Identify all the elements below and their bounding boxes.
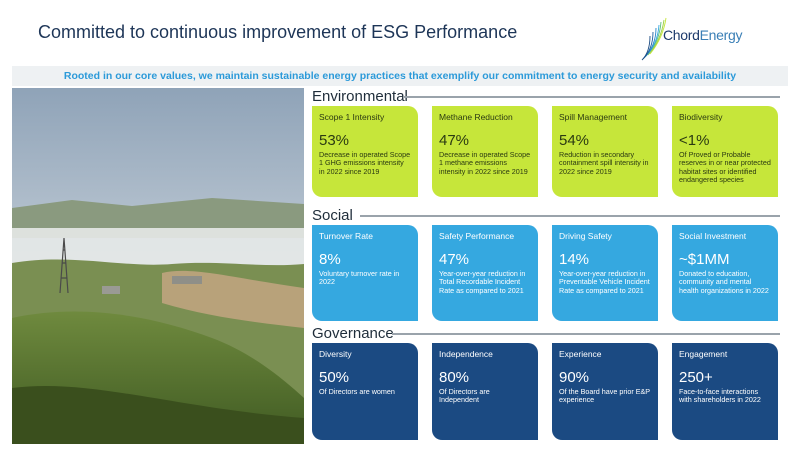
logo-wordmark: ChordEnergy — [663, 27, 743, 43]
card-title: Engagement — [679, 349, 728, 359]
card-description: Of Proved or Probable reserves in or nea… — [679, 150, 771, 185]
logo-text-bold: Chord — [663, 27, 700, 43]
environmental-divider — [404, 96, 780, 98]
logo-text-light: Energy — [699, 27, 743, 43]
card-description: Of Directors are Independent — [439, 387, 490, 405]
card-driving-safety: Driving Safety 14% Year-over-year reduct… — [552, 225, 658, 321]
card-value: 50% — [319, 369, 350, 386]
card-description: Decrease in operated Scope 1 GHG emissio… — [319, 150, 411, 176]
governance-divider — [392, 333, 780, 335]
card-title: Scope 1 Intensity — [319, 112, 385, 122]
card-title: Independence — [439, 349, 493, 359]
card-value: 80% — [439, 369, 470, 386]
card-description: Year-over-year reduction in Total Record… — [439, 269, 526, 295]
card-title: Diversity — [319, 349, 352, 359]
governance-heading: Governance — [312, 325, 394, 342]
card-value: 250+ — [679, 369, 713, 386]
card-value: 54% — [559, 132, 590, 149]
card-description: Voluntary turnover rate in 2022 — [319, 269, 400, 287]
card-title: Biodiversity — [679, 112, 723, 122]
card-value: <1% — [679, 132, 710, 149]
card-description: Face-to-face interactions with sharehold… — [679, 387, 761, 405]
oilfield-landscape-image — [12, 88, 304, 444]
card-independence: Independence 80% Of Directors are Indepe… — [432, 343, 538, 440]
card-description: Of Directors are women — [319, 387, 395, 396]
card-title: Methane Reduction — [439, 112, 513, 122]
card-title: Driving Safety — [559, 231, 612, 241]
social-divider — [360, 215, 780, 217]
page-title: Committed to continuous improvement of E… — [38, 22, 518, 42]
card-value: ~$1MM — [679, 251, 730, 268]
card-description: Decrease in operated Scope 1 methane emi… — [439, 150, 531, 176]
card-value: 14% — [559, 251, 590, 268]
card-methane-reduction: Methane Reduction 47% Decrease in operat… — [432, 106, 538, 197]
card-engagement: Engagement 250+ Face-to-face interaction… — [672, 343, 778, 440]
social-heading: Social — [312, 207, 353, 224]
card-spill-management: Spill Management 54% Reduction in second… — [552, 106, 658, 197]
card-social-investment: Social Investment ~$1MM Donated to educa… — [672, 225, 778, 321]
card-scope-1-intensity: Scope 1 Intensity 53% Decrease in operat… — [312, 106, 418, 197]
card-description: Year-over-year reduction in Preventable … — [559, 269, 650, 295]
environmental-heading: Environmental — [312, 88, 408, 105]
card-experience: Experience 90% Of the Board have prior E… — [552, 343, 658, 440]
card-description: Of the Board have prior E&P experience — [559, 387, 650, 405]
card-title: Experience — [559, 349, 602, 359]
tagline-banner: Rooted in our core values, we maintain s… — [12, 66, 788, 86]
card-safety-performance: Safety Performance 47% Year-over-year re… — [432, 225, 538, 321]
card-title: Turnover Rate — [319, 231, 374, 241]
card-turnover-rate: Turnover Rate 8% Voluntary turnover rate… — [312, 225, 418, 321]
card-title: Social Investment — [679, 231, 747, 241]
card-diversity: Diversity 50% Of Directors are women — [312, 343, 418, 440]
card-description: Reduction in secondary containment spill… — [559, 150, 649, 176]
card-title: Safety Performance — [439, 231, 515, 241]
card-value: 47% — [439, 132, 470, 149]
card-value: 47% — [439, 251, 470, 268]
chord-energy-logo-icon — [641, 17, 667, 61]
card-value: 53% — [319, 132, 350, 149]
card-biodiversity: Biodiversity <1% Of Proved or Probable r… — [672, 106, 778, 197]
card-value: 90% — [559, 369, 590, 386]
card-value: 8% — [319, 251, 341, 268]
card-title: Spill Management — [559, 112, 628, 122]
card-description: Donated to education, community and ment… — [679, 269, 769, 295]
